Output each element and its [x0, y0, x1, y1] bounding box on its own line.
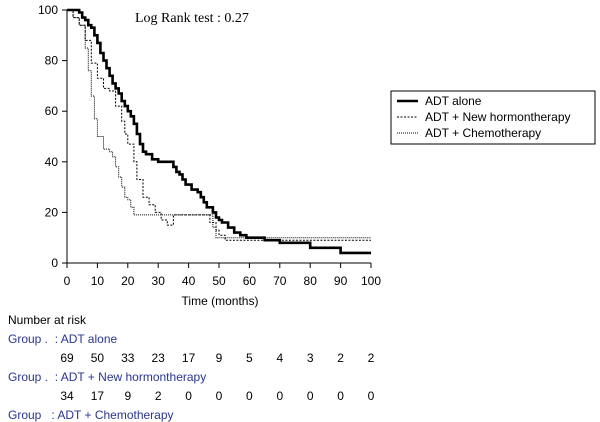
x-tick-label: 80 [304, 274, 318, 288]
risk-count: 17 [90, 389, 105, 403]
x-tick-label: 70 [273, 274, 287, 288]
risk-count: 23 [151, 351, 165, 365]
risk-count: 50 [90, 351, 105, 365]
x-tick-label: 0 [64, 274, 71, 288]
risk-count: 17 [181, 351, 196, 365]
risk-group-label: Group . : ADT alone [8, 332, 118, 346]
log-rank-annotation: Log Rank test : 0.27 [135, 11, 249, 26]
risk-count: 0 [276, 389, 284, 403]
km-survival-chart: 0 20 40 60 80 100 0 10 20 30 40 50 60 70 80 90 100 Log R… [38, 3, 596, 308]
survival-curve-2 [67, 9, 371, 241]
y-tick-label: 80 [45, 54, 59, 68]
chart-axes: 0 20 40 60 80 100 0 10 20 30 40 50 60 70 80 90 100 [38, 3, 381, 288]
risk-count: 9 [215, 351, 223, 365]
x-tick-label: 90 [334, 274, 348, 288]
x-tick-label: 60 [243, 274, 257, 288]
risk-count: 33 [121, 351, 135, 365]
x-tick-label: 30 [152, 274, 166, 288]
risk-count: 2 [367, 351, 375, 365]
risk-count: 3 [306, 351, 314, 365]
risk-count: 0 [306, 389, 314, 403]
risk-count: 0 [185, 389, 192, 403]
chart-legend: ADT alone ADT + New hormontherapy ADT + Ch… [390, 90, 596, 145]
risk-count: 0 [367, 389, 375, 403]
survival-curve-1 [67, 8, 371, 255]
y-tick-label: 100 [38, 3, 58, 17]
risk-count: 0 [337, 389, 344, 403]
risk-count: 0 [215, 389, 223, 403]
risk-count: 2 [337, 351, 344, 365]
risk-count: 2 [154, 389, 162, 403]
risk-count: 69 [60, 351, 74, 365]
risk-count: 4 [276, 351, 284, 365]
risk-count: 0 [246, 389, 253, 403]
y-tick-label: 20 [45, 205, 59, 219]
x-tick-label: 100 [361, 274, 381, 288]
x-tick-label: 20 [121, 274, 135, 288]
survival-curves [67, 8, 371, 255]
x-axis-label: Time (months) [182, 294, 259, 308]
legend-label: ADT alone [425, 94, 482, 108]
x-tick-label: 50 [212, 274, 226, 288]
y-tick-label: 0 [51, 256, 58, 270]
number-at-risk-title: Number at risk [8, 313, 87, 327]
legend-label: ADT + Chemotherapy [425, 126, 541, 140]
legend-box [390, 90, 596, 145]
risk-count: 34 [60, 389, 74, 403]
y-tick-label: 40 [45, 155, 59, 169]
risk-count: 5 [246, 351, 253, 365]
risk-group-label: Group . : ADT + New hormontherapy [8, 370, 207, 384]
risk-group-label: Group : ADT + Chemotherapy [8, 408, 174, 422]
survival-curve-3 [67, 9, 371, 239]
legend-label: ADT + New hormontherapy [425, 110, 571, 124]
x-tick-label: 40 [182, 274, 196, 288]
risk-count: 9 [124, 389, 132, 403]
x-tick-label: 10 [91, 274, 105, 288]
y-tick-label: 60 [45, 104, 59, 118]
